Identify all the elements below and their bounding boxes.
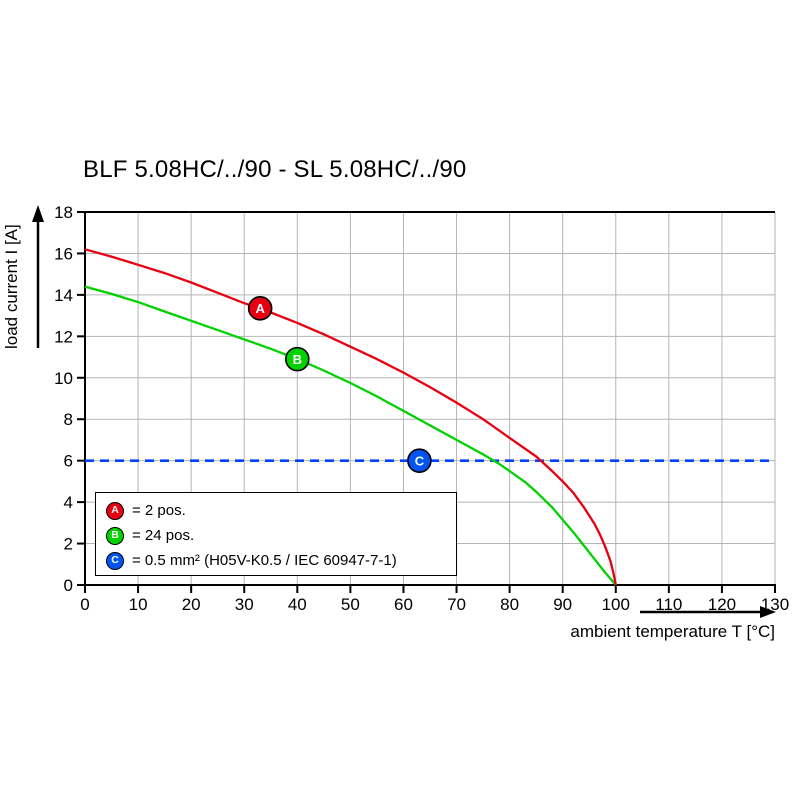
curve-b [84, 285, 617, 586]
marker-c-icon [407, 448, 432, 473]
x-tick-label: 20 [182, 595, 201, 614]
x-tick-label: 0 [80, 595, 89, 614]
legend-item-a: A = 2 pos. [106, 498, 456, 523]
x-tick-label: 110 [655, 595, 682, 614]
x-tick-label: 120 [708, 595, 736, 614]
x-axis-label: ambient temperature T [°C] [570, 622, 775, 641]
y-tick-label: 0 [64, 576, 73, 595]
y-axis-arrow-icon [32, 205, 44, 222]
x-tick-label: 50 [341, 595, 360, 614]
legend-marker-c-icon: C [106, 551, 124, 570]
legend-label-a: = 2 pos. [132, 502, 186, 519]
marker-b-icon [285, 346, 310, 372]
x-tick-label: 100 [602, 595, 630, 614]
y-tick-label: 16 [54, 244, 73, 263]
curve-a [84, 248, 617, 586]
legend-label-c: = 0.5 mm² (H05V-K0.5 / IEC 60947-7-1) [132, 552, 397, 569]
x-tick-label: 60 [394, 595, 413, 614]
x-tick-label: 80 [500, 595, 519, 614]
marker-c-letter: C [415, 453, 425, 468]
legend-label-b: = 24 pos. [132, 527, 195, 544]
y-tick-label: 10 [54, 369, 73, 388]
chart-title: BLF 5.08HC/../90 - SL 5.08HC/../90 [83, 156, 467, 183]
y-tick-label: 4 [64, 493, 73, 512]
legend-item-c: C = 0.5 mm² (H05V-K0.5 / IEC 60947-7-1) [106, 548, 456, 573]
legend-item-b: B = 24 pos. [106, 523, 456, 548]
marker-a-letter: A [255, 301, 265, 316]
y-tick-label: 12 [54, 327, 73, 346]
marker-b-letter: B [293, 352, 302, 367]
legend-box: A = 2 pos. B = 24 pos. C = 0.5 mm² (H05V… [95, 492, 457, 576]
y-tick-label: 18 [54, 203, 73, 222]
x-axis-arrow-icon [760, 606, 776, 618]
x-tick-label: 10 [129, 595, 148, 614]
x-tick-label: 30 [235, 595, 254, 614]
legend-marker-b-icon: B [106, 526, 124, 545]
y-tick-label: 14 [54, 286, 73, 305]
x-tick-label: 70 [447, 595, 466, 614]
legend-marker-a-icon: A [106, 501, 124, 520]
x-tick-label: 40 [288, 595, 307, 614]
marker-a-icon [247, 296, 273, 321]
y-tick-label: 2 [64, 535, 73, 554]
y-tick-label: 8 [64, 410, 73, 429]
x-tick-label: 90 [553, 595, 572, 614]
y-tick-label: 6 [64, 452, 73, 471]
